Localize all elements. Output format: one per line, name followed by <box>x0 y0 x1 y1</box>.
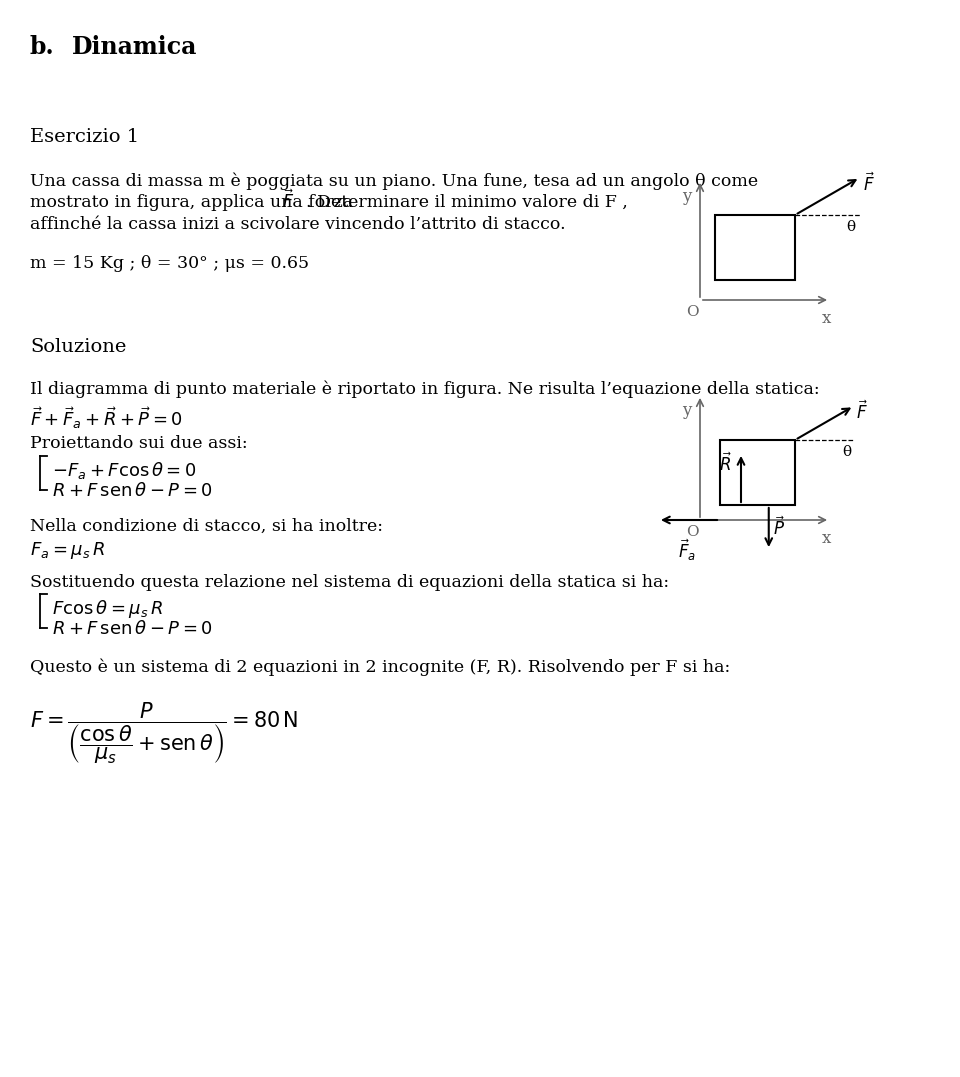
Text: Soluzione: Soluzione <box>30 338 127 356</box>
Text: $F_a = \mu_s \, R$: $F_a = \mu_s \, R$ <box>30 540 105 561</box>
Text: Questo è un sistema di 2 equazioni in 2 incognite (F, R). Risolvendo per F si ha: Questo è un sistema di 2 equazioni in 2 … <box>30 659 731 676</box>
Text: x: x <box>822 530 831 547</box>
Text: $-F_a + F \cos \theta = 0$: $-F_a + F \cos \theta = 0$ <box>52 460 197 481</box>
Text: O: O <box>686 305 699 319</box>
Text: $F = \dfrac{P}{\left(\dfrac{\cos\theta}{\mu_s} + \mathrm{sen}\,\theta\right)} = : $F = \dfrac{P}{\left(\dfrac{\cos\theta}{… <box>30 700 299 766</box>
Text: . Determinare il minimo valore di F ,: . Determinare il minimo valore di F , <box>306 194 628 211</box>
Text: θ: θ <box>846 220 855 234</box>
Text: $\vec{P}$: $\vec{P}$ <box>773 517 784 540</box>
Text: $\vec{F} + \vec{F}_a + \vec{R} + \vec{P} = 0$: $\vec{F} + \vec{F}_a + \vec{R} + \vec{P}… <box>30 405 183 431</box>
Text: Una cassa di massa m è poggiata su un piano. Una fune, tesa ad un angolo θ come: Una cassa di massa m è poggiata su un pi… <box>30 172 758 190</box>
Text: $\vec{F}_a$: $\vec{F}_a$ <box>678 538 696 563</box>
Text: $R + F \, \mathrm{sen} \, \theta - P = 0$: $R + F \, \mathrm{sen} \, \theta - P = 0… <box>52 482 213 500</box>
Bar <box>720 440 795 505</box>
Text: Sostituendo questa relazione nel sistema di equazioni della statica si ha:: Sostituendo questa relazione nel sistema… <box>30 574 669 591</box>
Text: Proiettando sui due assi:: Proiettando sui due assi: <box>30 435 248 452</box>
Text: $\vec{F}$: $\vec{F}$ <box>863 172 875 195</box>
Bar <box>715 215 795 280</box>
Text: $F \cos \theta = \mu_s \, R$: $F \cos \theta = \mu_s \, R$ <box>52 598 163 620</box>
Text: $\vec{F}$: $\vec{F}$ <box>282 188 294 211</box>
Text: $\vec{F}$: $\vec{F}$ <box>856 401 868 423</box>
Text: θ: θ <box>842 445 851 459</box>
Text: O: O <box>686 524 699 538</box>
Text: y: y <box>682 402 691 419</box>
Text: Nella condizione di stacco, si ha inoltre:: Nella condizione di stacco, si ha inoltr… <box>30 518 383 535</box>
Text: Esercizio 1: Esercizio 1 <box>30 128 139 146</box>
Text: mostrato in figura, applica una forza: mostrato in figura, applica una forza <box>30 194 353 211</box>
Text: $\vec{R}$: $\vec{R}$ <box>719 453 732 475</box>
Text: Il diagramma di punto materiale è riportato in figura. Ne risulta l’equazione de: Il diagramma di punto materiale è riport… <box>30 380 820 397</box>
Text: b.: b. <box>30 34 55 59</box>
Text: m = 15 Kg ; θ = 30° ; μs = 0.65: m = 15 Kg ; θ = 30° ; μs = 0.65 <box>30 255 309 272</box>
Text: x: x <box>822 310 831 327</box>
Text: affinché la cassa inizi a scivolare vincendo l’attrito di stacco.: affinché la cassa inizi a scivolare vinc… <box>30 216 565 233</box>
Text: y: y <box>682 188 691 205</box>
Text: Dinamica: Dinamica <box>72 34 198 59</box>
Text: $R + F \, \mathrm{sen} \, \theta - P = 0$: $R + F \, \mathrm{sen} \, \theta - P = 0… <box>52 620 213 638</box>
